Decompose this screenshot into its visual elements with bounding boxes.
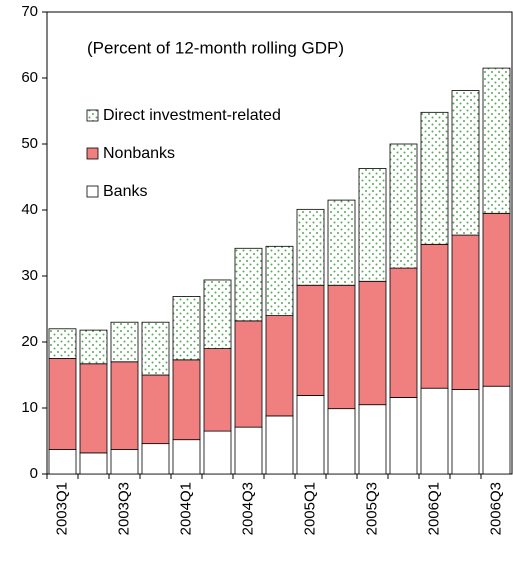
- x-tick-label: 2005Q3: [363, 482, 380, 535]
- bar-segment: [234, 426, 263, 475]
- bar-segment: [420, 243, 449, 389]
- bar-segment: [110, 321, 139, 363]
- bar-segment: [203, 430, 232, 475]
- bar-segment: [296, 395, 325, 475]
- bar-segment: [141, 443, 170, 475]
- bar-segment: [172, 359, 201, 441]
- bar-segment: [327, 199, 356, 286]
- bar-segment: [141, 374, 170, 445]
- bar-segment: [358, 280, 387, 406]
- bar-segment: [172, 296, 201, 361]
- x-tick-label: 2006Q3: [487, 482, 504, 535]
- x-tick-label: 2004Q3: [239, 482, 256, 535]
- bar-segment: [48, 358, 77, 450]
- bar-segment: [234, 320, 263, 428]
- bar-segment: [451, 234, 480, 390]
- y-tick-label: 0: [30, 465, 38, 482]
- bar-segment: [110, 449, 139, 475]
- legend-swatch: [86, 185, 99, 198]
- bar-segment: [79, 329, 108, 365]
- x-tick-label: 2003Q3: [115, 482, 132, 535]
- legend-label: Nonbanks: [103, 145, 175, 162]
- bar-segment: [358, 168, 387, 282]
- bar-segment: [420, 111, 449, 245]
- bar-segment: [141, 321, 170, 376]
- bar-segment: [296, 284, 325, 396]
- x-tick-label: 2004Q1: [177, 482, 194, 535]
- legend-swatch: [86, 147, 99, 160]
- y-tick-label: 60: [21, 69, 38, 86]
- bar-segment: [234, 247, 263, 322]
- bar-segment: [389, 397, 418, 475]
- bar-segment: [482, 67, 511, 214]
- y-tick-label: 40: [21, 201, 38, 218]
- bar-segment: [79, 452, 108, 475]
- chart-subtitle: (Percent of 12-month rolling GDP): [87, 38, 344, 57]
- bar-segment: [48, 449, 77, 475]
- bar-segment: [420, 387, 449, 475]
- legend-label: Banks: [103, 183, 147, 200]
- y-tick-label: 30: [21, 267, 38, 284]
- legend-swatch: [86, 109, 99, 122]
- bar-segment: [389, 143, 418, 269]
- bar-segment: [482, 385, 511, 475]
- bar-segment: [203, 279, 232, 349]
- bar-segment: [296, 208, 325, 286]
- bar-segment: [265, 245, 294, 317]
- x-tick-label: 2003Q1: [53, 482, 70, 535]
- bar-segment: [389, 267, 418, 398]
- bar-segment: [265, 415, 294, 475]
- bar-segment: [110, 361, 139, 450]
- y-tick-label: 70: [21, 3, 38, 20]
- bar-segment: [265, 315, 294, 417]
- x-tick-label: 2006Q1: [425, 482, 442, 535]
- bar-segment: [79, 363, 108, 454]
- legend-label: Direct investment-related: [103, 107, 281, 124]
- bar-segment: [327, 408, 356, 475]
- bar-segment: [482, 212, 511, 387]
- x-tick-label: 2005Q1: [301, 482, 318, 535]
- y-tick-label: 50: [21, 135, 38, 152]
- bar-segment: [451, 90, 480, 236]
- bar-segment: [451, 389, 480, 475]
- bar-segment: [358, 404, 387, 475]
- y-tick-label: 20: [21, 333, 38, 350]
- bar-segment: [327, 284, 356, 410]
- bar-segment: [172, 439, 201, 475]
- bar-segment: [48, 328, 77, 359]
- y-tick-label: 10: [21, 399, 38, 416]
- bar-segment: [203, 348, 232, 432]
